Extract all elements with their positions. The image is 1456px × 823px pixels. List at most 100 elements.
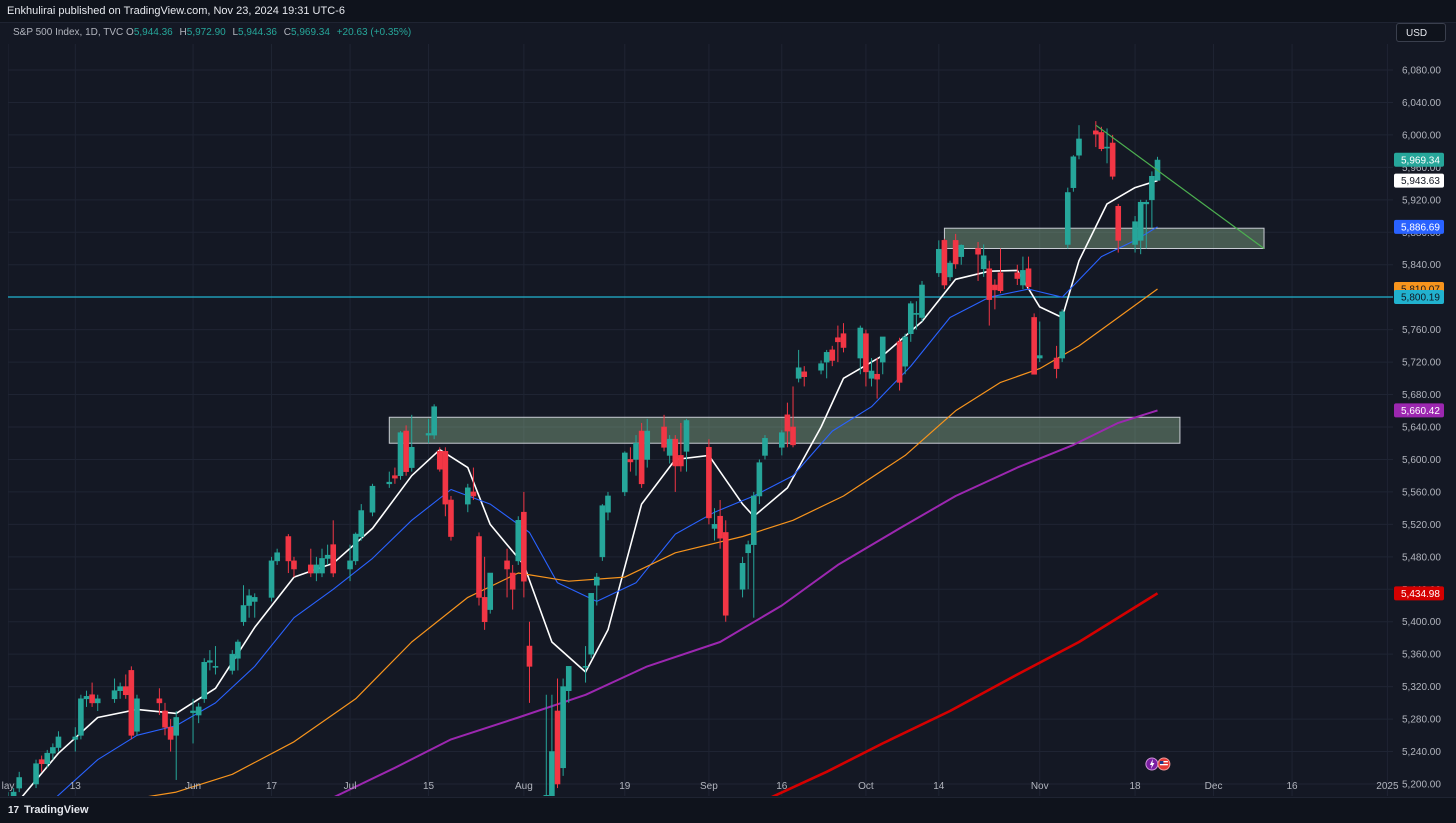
candle-up (980, 244, 987, 277)
trendline-down (1095, 124, 1265, 249)
candle-up (879, 336, 886, 375)
candle-up (857, 325, 864, 375)
candle-up (644, 418, 651, 468)
candle-up (487, 572, 494, 614)
candle-up (1104, 128, 1110, 164)
candle-up (549, 694, 555, 796)
time-tick-label: Nov (1031, 781, 1049, 792)
high-value: 5,972.90 (186, 27, 226, 38)
last-price-badge: 5,969.34 (1401, 155, 1440, 166)
candle-down (997, 248, 1004, 294)
time-tick-label: 2025 (1376, 781, 1399, 792)
candle-up (212, 646, 219, 675)
candle-down (672, 435, 679, 492)
candle-down (509, 564, 516, 610)
candle-up (1070, 155, 1077, 192)
candle-up (83, 690, 90, 707)
candle-down (829, 345, 836, 367)
candle-down (291, 556, 297, 578)
candle-up (750, 491, 757, 618)
price-tick-label: 5,920.00 (1402, 195, 1441, 206)
tradingview-brand: TradingView (24, 804, 89, 816)
candle-down (874, 358, 880, 399)
candle-up (913, 301, 920, 330)
publisher-text: Enkhulirai published on TradingView.com,… (7, 5, 345, 17)
support-zone (943, 227, 1265, 250)
candle-up (240, 585, 247, 626)
candle-up (907, 301, 914, 342)
candle-up (779, 430, 785, 456)
candle-down (167, 719, 174, 752)
ma-line-ema50 (148, 288, 1158, 796)
price-tick-label: 5,280.00 (1402, 715, 1441, 726)
candle-down (156, 688, 163, 716)
currency-button[interactable]: USD (1396, 23, 1446, 42)
ma-line-ema20 (56, 226, 1158, 796)
candle-up (936, 240, 942, 277)
low-value: 5,944.36 (238, 27, 277, 38)
price-tick-label: 5,360.00 (1402, 650, 1441, 661)
candle-up (50, 743, 56, 760)
candle-up (195, 702, 202, 724)
candle-up (1064, 187, 1071, 249)
candle-down (638, 422, 645, 488)
candle-up (1137, 199, 1144, 255)
candle-up (201, 658, 208, 703)
candle-down (128, 666, 135, 740)
candle-down (403, 425, 409, 476)
time-tick-label: 16 (1287, 781, 1299, 792)
candle-up (190, 698, 196, 744)
ma-badge-ema9-bg (1394, 173, 1444, 188)
candle-up (666, 435, 673, 464)
candle-down (521, 491, 527, 598)
candle-up (823, 349, 830, 379)
candle-down (784, 402, 791, 448)
candle-up (1076, 125, 1082, 160)
candle-up (358, 504, 365, 541)
price-tick-label: 5,720.00 (1402, 358, 1441, 369)
candle-down (1115, 203, 1122, 253)
candle-down (89, 682, 95, 707)
candle-up (251, 593, 258, 618)
candle-up (565, 666, 572, 703)
candle-up (1132, 216, 1138, 253)
time-tick-label: 14 (933, 781, 945, 792)
candle-down (717, 500, 723, 549)
candle-up (588, 593, 594, 659)
candle-up (313, 556, 320, 582)
candle-up (386, 471, 393, 488)
time-tick-label: 19 (619, 781, 631, 792)
trendline (1095, 124, 1265, 249)
publisher-bar: Enkhulirai published on TradingView.com,… (0, 0, 1456, 23)
footer-bar: 17 TradingView (0, 797, 1456, 823)
candle-down (941, 238, 948, 290)
candle-up (1149, 171, 1155, 229)
candle-down (448, 495, 454, 541)
candle-down (307, 548, 314, 578)
candle-up (622, 451, 628, 496)
time-tick-label: Sep (700, 781, 718, 792)
candle-down (1109, 134, 1116, 180)
candle-down (476, 532, 482, 606)
candle-up (711, 508, 718, 541)
candle-down (1014, 264, 1021, 286)
candle-up (868, 358, 875, 387)
candle-down (1098, 126, 1105, 152)
candle-up (347, 544, 353, 582)
candle-up (599, 504, 606, 561)
candle-up (1020, 256, 1026, 290)
open-label: O (126, 27, 134, 38)
symbol-title: S&P 500 Index, 1D, TVC (13, 27, 124, 38)
time-tick-label: 16 (776, 781, 788, 792)
time-tick-label: 15 (423, 781, 435, 792)
time-tick-label: Aug (515, 781, 533, 792)
last-price-badge-bg (1394, 152, 1444, 167)
ma-badge-ema100: 5,660.42 (1401, 406, 1440, 417)
candle-up (543, 694, 550, 796)
candle-down (436, 447, 443, 472)
candle-up (902, 333, 908, 375)
price-tick-label: 6,000.00 (1402, 130, 1441, 141)
hline-price-badge: 5,800.19 (1401, 293, 1440, 304)
candle-down (992, 279, 998, 310)
